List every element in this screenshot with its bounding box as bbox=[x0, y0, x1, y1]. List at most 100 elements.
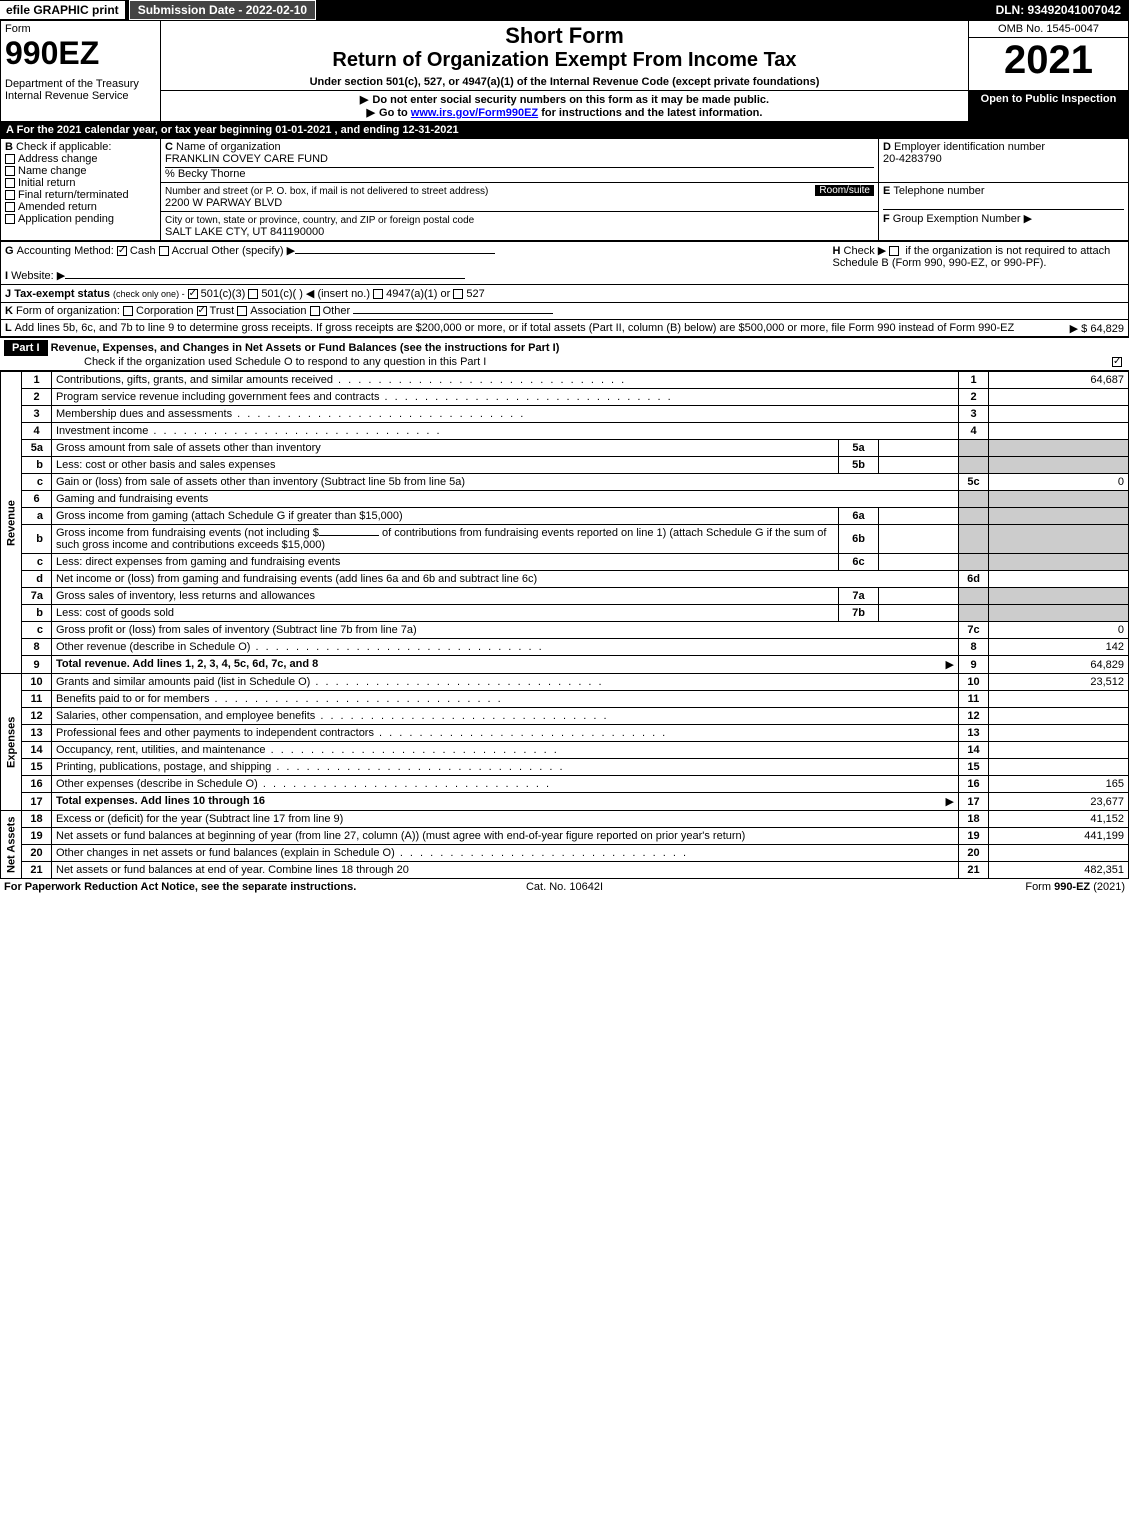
top-bar: efile GRAPHIC print Submission Date - 20… bbox=[0, 0, 1129, 20]
line7c-desc: Gross profit or (loss) from sales of inv… bbox=[56, 624, 417, 636]
section-j: J Tax-exempt status (check only one) - 5… bbox=[0, 285, 1129, 303]
checkbox-501c3[interactable] bbox=[188, 289, 198, 299]
line19-desc: Net assets or fund balances at beginning… bbox=[56, 830, 745, 842]
line18-desc: Excess or (deficit) for the year (Subtra… bbox=[56, 813, 343, 825]
line17-desc: Total expenses. Add lines 10 through 16 bbox=[56, 795, 265, 807]
checkbox-initial[interactable] bbox=[5, 178, 15, 188]
city-value: SALT LAKE CTY, UT 841190000 bbox=[165, 226, 324, 238]
footer-paperwork: For Paperwork Reduction Act Notice, see … bbox=[4, 881, 378, 893]
org-name: FRANKLIN COVEY CARE FUND bbox=[165, 153, 328, 165]
checkbox-527[interactable] bbox=[453, 289, 463, 299]
line15-desc: Printing, publications, postage, and shi… bbox=[56, 761, 271, 773]
goto-link: Go to www.irs.gov/Form990EZ for instruct… bbox=[165, 106, 964, 119]
checkbox-trust[interactable] bbox=[197, 306, 207, 316]
line6a-desc: Gross income from gaming (attach Schedul… bbox=[56, 510, 403, 522]
submission-date: Submission Date - 2022-02-10 bbox=[129, 0, 316, 20]
part1-table: Revenue 1Contributions, gifts, grants, a… bbox=[0, 371, 1129, 879]
line12-desc: Salaries, other compensation, and employ… bbox=[56, 710, 315, 722]
checkbox-4947[interactable] bbox=[373, 289, 383, 299]
dept-treasury: Department of the Treasury bbox=[5, 78, 156, 90]
section-k: K Form of organization: Corporation Trus… bbox=[0, 303, 1129, 320]
form-word: Form bbox=[5, 23, 156, 35]
checkbox-scheduleo[interactable] bbox=[1112, 357, 1122, 367]
line20-desc: Other changes in net assets or fund bala… bbox=[56, 847, 395, 859]
check-applicable-label: Check if applicable: bbox=[16, 141, 111, 153]
line16-desc: Other expenses (describe in Schedule O) bbox=[56, 778, 258, 790]
ein-value: 20-4283790 bbox=[883, 153, 942, 165]
city-label: City or town, state or province, country… bbox=[165, 215, 474, 226]
main-title: Return of Organization Exempt From Incom… bbox=[165, 49, 964, 72]
line8-desc: Other revenue (describe in Schedule O) bbox=[56, 641, 250, 653]
dln: DLN: 93492041007042 bbox=[988, 1, 1129, 19]
line5b-desc: Less: cost or other basis and sales expe… bbox=[56, 459, 276, 471]
part1-label: Part I bbox=[4, 340, 48, 356]
ssn-warning: Do not enter social security numbers on … bbox=[165, 93, 964, 106]
checkbox-501c[interactable] bbox=[248, 289, 258, 299]
line1-amount: 64,687 bbox=[989, 372, 1129, 389]
section-a: A For the 2021 calendar year, or tax yea… bbox=[0, 122, 1129, 138]
checkbox-corp[interactable] bbox=[123, 306, 133, 316]
line14-desc: Occupancy, rent, utilities, and maintena… bbox=[56, 744, 266, 756]
line10-desc: Grants and similar amounts paid (list in… bbox=[56, 676, 310, 688]
h-check: Check ▶ bbox=[844, 245, 887, 257]
street-address: 2200 W PARWAY BLVD bbox=[165, 197, 282, 209]
omb-number: OMB No. 1545-0047 bbox=[969, 21, 1128, 38]
gh-block: G Accounting Method: Cash Accrual Other … bbox=[0, 241, 1129, 285]
expenses-side-label: Expenses bbox=[1, 674, 22, 811]
line6c-desc: Less: direct expenses from gaming and fu… bbox=[56, 556, 340, 568]
group-exemption-label: Group Exemption Number bbox=[893, 213, 1021, 225]
phone-label: Telephone number bbox=[893, 185, 984, 197]
netassets-side-label: Net Assets bbox=[1, 811, 22, 879]
line6b-desc: Gross income from fundraising events (no… bbox=[56, 527, 319, 539]
checkbox-name[interactable] bbox=[5, 166, 15, 176]
short-form-title: Short Form bbox=[165, 23, 964, 49]
line5a-desc: Gross amount from sale of assets other t… bbox=[56, 442, 321, 454]
line1-desc: Contributions, gifts, grants, and simila… bbox=[56, 374, 333, 386]
ein-label: Employer identification number bbox=[894, 141, 1045, 153]
irs-link[interactable]: www.irs.gov/Form990EZ bbox=[411, 107, 538, 119]
line6-desc: Gaming and fundraising events bbox=[52, 491, 959, 508]
part1-header-row: Part I Revenue, Expenses, and Changes in… bbox=[0, 337, 1129, 371]
line3-desc: Membership dues and assessments bbox=[56, 408, 232, 420]
street-label: Number and street (or P. O. box, if mail… bbox=[165, 186, 488, 197]
line21-desc: Net assets or fund balances at end of ye… bbox=[56, 864, 409, 876]
line4-desc: Investment income bbox=[56, 425, 148, 437]
accounting-label: Accounting Method: bbox=[17, 245, 114, 257]
footer-catno: Cat. No. 10642I bbox=[378, 881, 752, 893]
org-info-block: B Check if applicable: Address change Na… bbox=[0, 138, 1129, 241]
revenue-side-label: Revenue bbox=[1, 372, 22, 674]
line7a-desc: Gross sales of inventory, less returns a… bbox=[56, 590, 315, 602]
form-header: Form 990EZ Department of the Treasury In… bbox=[0, 20, 1129, 122]
room-label: Room/suite bbox=[815, 185, 874, 196]
line11-desc: Benefits paid to or for members bbox=[56, 693, 209, 705]
checkbox-final[interactable] bbox=[5, 190, 15, 200]
line9-desc: Total revenue. Add lines 1, 2, 3, 4, 5c,… bbox=[56, 658, 318, 670]
line5c-desc: Gain or (loss) from sale of assets other… bbox=[56, 476, 465, 488]
section-l: L Add lines 5b, 6c, and 7b to line 9 to … bbox=[0, 320, 1129, 337]
open-inspection: Open to Public Inspection bbox=[969, 91, 1129, 122]
checkbox-scheduleb[interactable] bbox=[889, 246, 899, 256]
care-of: % Becky Thorne bbox=[165, 167, 874, 180]
checkbox-address[interactable] bbox=[5, 154, 15, 164]
part1-check-note: Check if the organization used Schedule … bbox=[84, 356, 486, 368]
website-label: Website: ▶ bbox=[11, 270, 65, 282]
checkbox-assoc[interactable] bbox=[237, 306, 247, 316]
checkbox-pending[interactable] bbox=[5, 214, 15, 224]
footer-formref: Form 990-EZ (2021) bbox=[751, 881, 1125, 893]
part1-heading: Revenue, Expenses, and Changes in Net As… bbox=[51, 342, 560, 354]
form-number: 990EZ bbox=[5, 35, 156, 72]
efile-label: efile GRAPHIC print bbox=[0, 1, 125, 19]
line6d-desc: Net income or (loss) from gaming and fun… bbox=[56, 573, 537, 585]
checkbox-amended[interactable] bbox=[5, 202, 15, 212]
checkbox-other-org[interactable] bbox=[310, 306, 320, 316]
subtitle: Under section 501(c), 527, or 4947(a)(1)… bbox=[165, 76, 964, 88]
line7b-desc: Less: cost of goods sold bbox=[56, 607, 174, 619]
org-name-label: Name of organization bbox=[176, 141, 281, 153]
line2-desc: Program service revenue including govern… bbox=[56, 391, 379, 403]
tax-year: 2021 bbox=[969, 38, 1128, 83]
line13-desc: Professional fees and other payments to … bbox=[56, 727, 374, 739]
irs-label: Internal Revenue Service bbox=[5, 90, 156, 102]
checkbox-cash[interactable] bbox=[117, 246, 127, 256]
checkbox-accrual[interactable] bbox=[159, 246, 169, 256]
page-footer: For Paperwork Reduction Act Notice, see … bbox=[0, 879, 1129, 895]
